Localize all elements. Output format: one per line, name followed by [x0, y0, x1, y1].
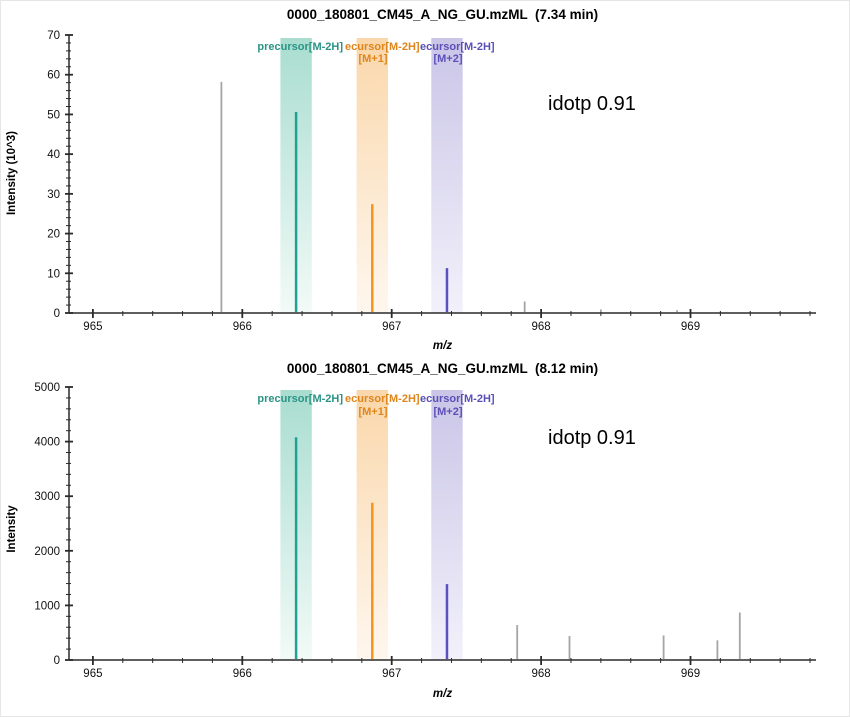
x-tick-label: 969 [681, 321, 700, 333]
y-tick-label: 40 [47, 149, 60, 161]
y-tick-label: 30 [47, 189, 60, 201]
x-tick-label: 966 [233, 668, 252, 680]
legend-m1-sublabel: [M+1] [358, 406, 388, 418]
legend-precursor-m1-label: ecursor[M-2H] [345, 393, 420, 405]
legend-m2-sublabel: [M+2] [433, 53, 463, 65]
legend-precursor-label: precursor[M-2H] [257, 41, 343, 53]
y-axis-title: Intensity (10^3) [6, 130, 18, 216]
legend-m2-sublabel: [M+2] [433, 406, 463, 418]
x-tick-label: 967 [382, 668, 401, 680]
legend-m1-sublabel: [M+1] [358, 53, 388, 65]
legend-precursor-m2-label: ecursor[M-2H] [420, 41, 495, 53]
y-axis-title: Intensity [6, 505, 18, 553]
legend-precursor-label: precursor[M-2H] [257, 393, 343, 405]
y-tick-label: 4000 [34, 437, 60, 449]
x-tick-label: 968 [532, 321, 551, 333]
y-tick-label: 70 [47, 30, 60, 42]
y-tick-label: 0 [54, 308, 60, 320]
x-tick-label: 968 [532, 668, 551, 680]
x-tick-label: 969 [681, 668, 700, 680]
y-tick-label: 60 [47, 70, 60, 82]
legend-precursor-m2-label: ecursor[M-2H] [420, 393, 495, 405]
chart-title: 0000_180801_CM45_A_NG_GU.mzML (8.12 min) [286, 361, 599, 376]
legend-precursor-m1-label: ecursor[M-2H] [345, 41, 420, 53]
x-tick-label: 965 [83, 668, 102, 680]
x-tick-label: 967 [382, 321, 401, 333]
x-axis-title: m/z [432, 340, 453, 352]
idotp-annotation: idotp 0.91 [548, 427, 636, 449]
y-tick-label: 20 [47, 229, 60, 241]
y-tick-label: 5000 [34, 382, 60, 394]
x-tick-label: 966 [233, 321, 252, 333]
purple-highlight-band [431, 38, 463, 313]
chart-title: 0000_180801_CM45_A_NG_GU.mzML (7.34 min) [286, 7, 599, 22]
spectrum-plot-1: 0 10 20 30 40 50 60 70 965 966 967 968 969 [47, 30, 816, 333]
y-tick-label: 10 [47, 268, 60, 280]
x-tick-label: 965 [83, 321, 102, 333]
spectrum-panel-1: 0 10 20 30 40 50 60 70 965 966 967 968 969 0000_1808… [0, 0, 850, 358]
y-tick-label: 50 [47, 109, 60, 121]
y-tick-label: 3000 [34, 491, 60, 503]
spectrum-plot-2: 0 1000 2000 3000 4000 5000 965 966 967 968 969 [34, 382, 816, 680]
y-tick-label: 2000 [34, 546, 60, 558]
idotp-annotation: idotp 0.91 [548, 93, 636, 115]
x-axis-title: m/z [432, 688, 453, 700]
spectrum-panel-2: 0 1000 2000 3000 4000 5000 965 966 967 968 969 000… [0, 358, 850, 717]
y-tick-label: 1000 [34, 600, 60, 612]
y-tick-label: 0 [54, 655, 60, 667]
